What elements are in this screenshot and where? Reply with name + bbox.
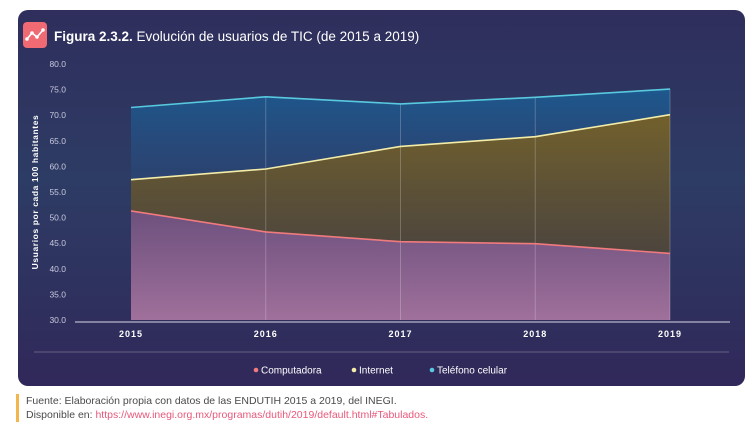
line-telefono-celular [130, 88, 671, 109]
band-computadora-base [131, 210, 670, 320]
line-computadora [130, 210, 671, 255]
band-telefono-internet [131, 89, 670, 180]
figure-number: Figura 2.3.2. [54, 29, 133, 44]
y-tick-label: 40.0 [49, 264, 66, 274]
legend-label: Teléfono celular [437, 366, 508, 377]
y-tick-label: 70.0 [49, 110, 66, 120]
legend-marker [351, 367, 357, 373]
source-text: Fuente: Elaboración propia con datos de … [26, 395, 397, 407]
y-axis-label: Usuarios por cada 100 habitantes [30, 115, 40, 270]
figure-title: Figura 2.3.2. Evolución de usuarios de T… [54, 29, 419, 44]
y-tick-label: 35.0 [49, 289, 66, 299]
source-link[interactable]: https://www.inegi.org.mx/programas/dutih… [95, 409, 429, 421]
y-tick-label: 55.0 [49, 187, 66, 197]
source-note: Fuente: Elaboración propia con datos de … [16, 394, 428, 422]
x-tick-label: 2019 [658, 329, 682, 339]
y-tick-label: 60.0 [49, 161, 66, 171]
y-tick-label: 50.0 [49, 213, 66, 223]
y-tick-label: 80.0 [49, 59, 66, 69]
legend-label: Computadora [261, 366, 322, 377]
y-tick-label: 30.0 [49, 315, 66, 325]
legend-label: Internet [359, 366, 393, 377]
x-tick-label: 2015 [119, 329, 143, 339]
source-available-prefix: Disponible en: [26, 409, 93, 421]
band-internet-computadora [131, 114, 670, 254]
y-tick-label: 45.0 [49, 238, 66, 248]
x-tick-label: 2016 [254, 329, 278, 339]
legend-marker [253, 367, 259, 373]
x-tick-label: 2018 [523, 329, 547, 339]
y-tick-label: 65.0 [49, 136, 66, 146]
figure-title-text: Evolución de usuarios de TIC (de 2015 a … [136, 29, 420, 44]
chart-card: Figura 2.3.2. Evolución de usuarios de T… [18, 10, 745, 386]
legend-marker [429, 367, 435, 373]
x-tick-label: 2017 [388, 329, 412, 339]
y-tick-label: 75.0 [49, 85, 66, 95]
chart-icon [23, 22, 47, 48]
source-availability: Disponible en: https://www.inegi.org.mx/… [26, 408, 428, 422]
line-internet [130, 113, 671, 181]
line-chart: 30.0 35.0 40.0 45.0 50.0 55.0 60.0 65.0 70.0 75.0… [30, 59, 730, 377]
